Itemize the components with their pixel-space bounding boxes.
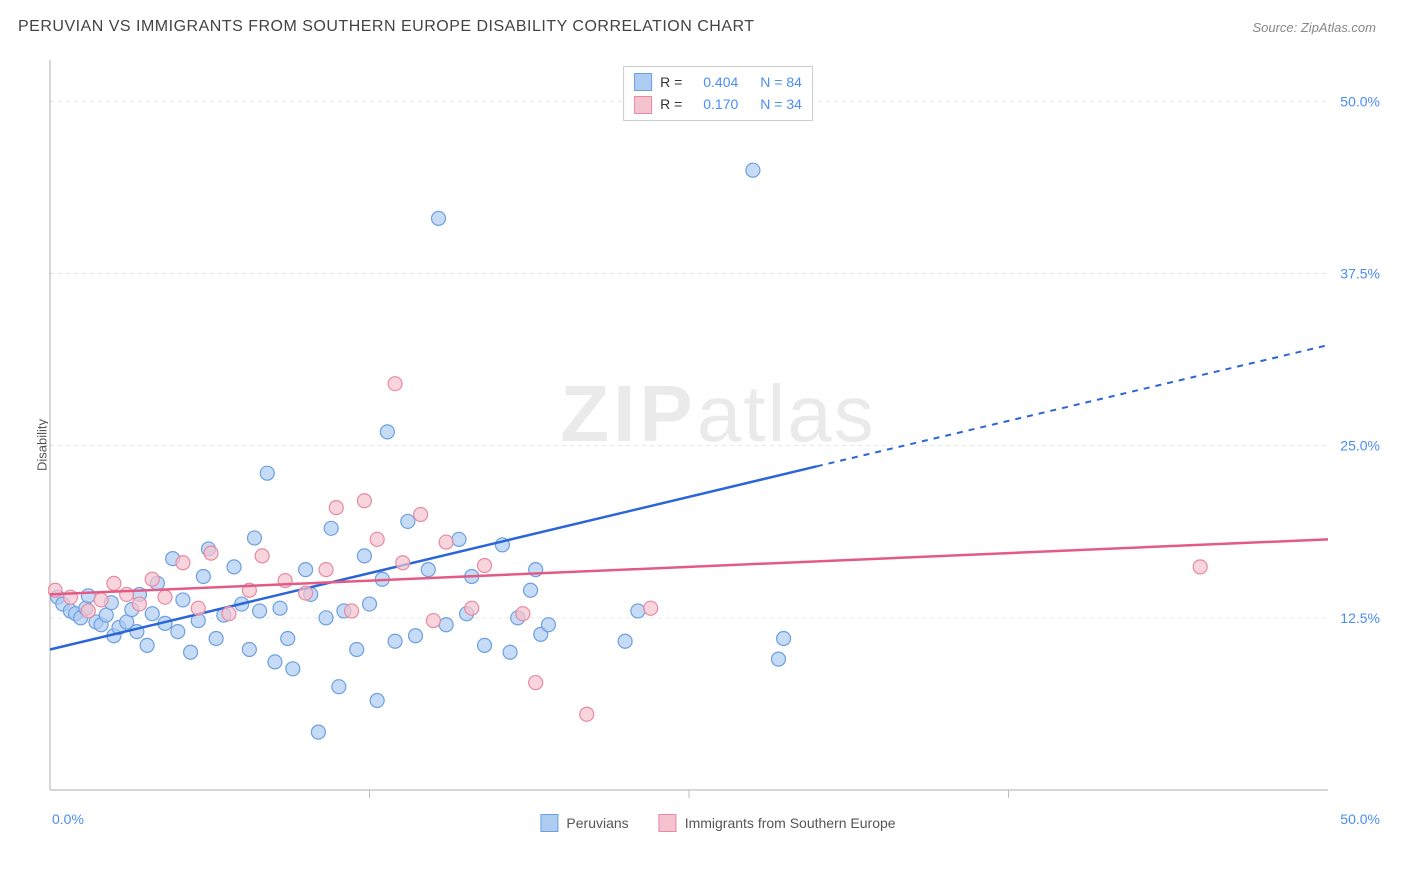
chart-title: PERUVIAN VS IMMIGRANTS FROM SOUTHERN EUR… bbox=[18, 18, 755, 36]
scatter-point bbox=[421, 563, 435, 577]
scatter-point bbox=[209, 631, 223, 645]
scatter-point bbox=[171, 625, 185, 639]
scatter-point bbox=[541, 618, 555, 632]
scatter-point bbox=[329, 501, 343, 515]
scatter-point bbox=[311, 725, 325, 739]
scatter-point bbox=[145, 572, 159, 586]
scatter-point bbox=[222, 607, 236, 621]
scatter-point bbox=[281, 631, 295, 645]
scatter-point bbox=[396, 556, 410, 570]
scatter-point bbox=[478, 638, 492, 652]
scatter-point bbox=[370, 693, 384, 707]
scatter-point bbox=[255, 549, 269, 563]
scatter-point bbox=[746, 163, 760, 177]
scatter-point bbox=[357, 494, 371, 508]
scatter-point bbox=[777, 631, 791, 645]
scatter-point bbox=[184, 645, 198, 659]
scatter-point bbox=[253, 604, 267, 618]
legend-swatch bbox=[659, 814, 677, 832]
legend-swatch bbox=[634, 96, 652, 114]
scatter-point bbox=[176, 593, 190, 607]
legend-swatch bbox=[540, 814, 558, 832]
scatter-point bbox=[176, 556, 190, 570]
svg-text:0.0%: 0.0% bbox=[52, 811, 84, 827]
scatter-point bbox=[324, 521, 338, 535]
scatter-point bbox=[158, 590, 172, 604]
scatter-point bbox=[145, 607, 159, 621]
scatter-point bbox=[370, 532, 384, 546]
scatter-point bbox=[350, 643, 364, 657]
scatter-point bbox=[94, 593, 108, 607]
scatter-point bbox=[132, 597, 146, 611]
scatter-point bbox=[204, 546, 218, 560]
scatter-point bbox=[140, 638, 154, 652]
scatter-point bbox=[580, 707, 594, 721]
scatter-point bbox=[273, 601, 287, 615]
scatter-point bbox=[260, 466, 274, 480]
scatter-point bbox=[332, 680, 346, 694]
scatter-point bbox=[81, 589, 95, 603]
scatter-point bbox=[439, 535, 453, 549]
svg-text:12.5%: 12.5% bbox=[1340, 610, 1380, 626]
scatter-point bbox=[426, 614, 440, 628]
scatter-point bbox=[299, 586, 313, 600]
scatter-point bbox=[196, 570, 210, 584]
scatter-point bbox=[319, 611, 333, 625]
scatter-point bbox=[363, 597, 377, 611]
scatter-point bbox=[452, 532, 466, 546]
scatter-point bbox=[247, 531, 261, 545]
scatter-point bbox=[644, 601, 658, 615]
scatter-point bbox=[631, 604, 645, 618]
scatter-point bbox=[524, 583, 538, 597]
legend-label: Immigrants from Southern Europe bbox=[685, 815, 896, 831]
scatter-point bbox=[345, 604, 359, 618]
scatter-point bbox=[227, 560, 241, 574]
scatter-point bbox=[191, 601, 205, 615]
scatter-point bbox=[81, 604, 95, 618]
scatter-point bbox=[529, 676, 543, 690]
scatter-point bbox=[618, 634, 632, 648]
scatter-point bbox=[286, 662, 300, 676]
stats-legend: R = 0.404N = 84R = 0.170N = 34 bbox=[623, 66, 813, 121]
series-legend: Peruvians Immigrants from Southern Europe bbox=[540, 814, 895, 832]
stats-row: R = 0.170N = 34 bbox=[634, 93, 802, 115]
scatter-point bbox=[414, 508, 428, 522]
scatter-point bbox=[478, 558, 492, 572]
scatter-point bbox=[120, 587, 134, 601]
scatter-point bbox=[439, 618, 453, 632]
scatter-point bbox=[357, 549, 371, 563]
svg-text:50.0%: 50.0% bbox=[1340, 811, 1380, 827]
source-link[interactable]: ZipAtlas.com bbox=[1301, 20, 1376, 35]
scatter-point bbox=[268, 655, 282, 669]
scatter-point bbox=[516, 607, 530, 621]
scatter-point bbox=[380, 425, 394, 439]
scatter-point bbox=[388, 634, 402, 648]
scatter-point bbox=[771, 652, 785, 666]
legend-item: Immigrants from Southern Europe bbox=[659, 814, 896, 832]
scatter-point bbox=[465, 601, 479, 615]
scatter-point bbox=[107, 576, 121, 590]
scatter-point bbox=[503, 645, 517, 659]
scatter-point bbox=[432, 211, 446, 225]
legend-item: Peruvians bbox=[540, 814, 628, 832]
source-attribution: Source: ZipAtlas.com bbox=[1252, 20, 1376, 35]
svg-text:50.0%: 50.0% bbox=[1340, 93, 1380, 109]
stats-row: R = 0.404N = 84 bbox=[634, 71, 802, 93]
scatter-point bbox=[319, 563, 333, 577]
svg-text:25.0%: 25.0% bbox=[1340, 438, 1380, 454]
legend-swatch bbox=[634, 73, 652, 91]
scatter-point bbox=[1193, 560, 1207, 574]
legend-label: Peruvians bbox=[566, 815, 628, 831]
scatter-point bbox=[409, 629, 423, 643]
scatter-point bbox=[299, 563, 313, 577]
svg-text:37.5%: 37.5% bbox=[1340, 265, 1380, 281]
scatter-plot: 12.5% 25.0% 37.5% 50.0% 0.0% 50.0% bbox=[48, 60, 1388, 830]
scatter-point bbox=[242, 643, 256, 657]
scatter-point bbox=[388, 377, 402, 391]
scatter-point bbox=[401, 514, 415, 528]
